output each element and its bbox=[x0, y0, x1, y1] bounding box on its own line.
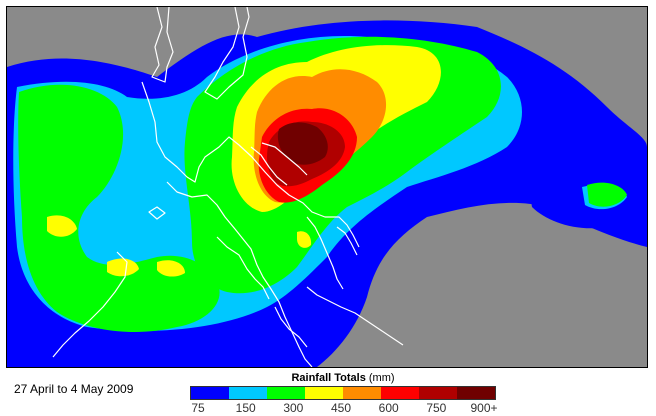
legend-tick: 900+ bbox=[470, 401, 498, 415]
legend-swatch bbox=[229, 387, 267, 399]
legend-swatch bbox=[343, 387, 381, 399]
rain-zone-900-core bbox=[277, 122, 328, 165]
legend-swatch bbox=[305, 387, 343, 399]
legend-tick: 150 bbox=[235, 401, 256, 415]
legend-tick-labels: 75 150 300 450 600 750 900+ bbox=[190, 401, 498, 415]
legend-swatch bbox=[381, 387, 419, 399]
legend-tick: 75 bbox=[191, 401, 205, 415]
legend-tick: 750 bbox=[426, 401, 447, 415]
legend-title-unit: (mm) bbox=[368, 372, 395, 384]
rainfall-map bbox=[6, 6, 648, 368]
legend-tick: 450 bbox=[330, 401, 352, 415]
legend-color-bar bbox=[190, 386, 496, 400]
legend-swatch bbox=[267, 387, 305, 399]
date-range-caption: 27 April to 4 May 2009 bbox=[14, 382, 134, 396]
legend-swatch bbox=[191, 387, 229, 399]
coastlines bbox=[52, 7, 404, 367]
legend-title: Rainfall Totals (mm) bbox=[190, 372, 496, 384]
legend-title-bold: Rainfall Totals bbox=[291, 372, 366, 384]
legend-tick: 300 bbox=[283, 401, 304, 415]
rainfall-legend: Rainfall Totals (mm) 75 150 300 450 600 750 90… bbox=[190, 370, 498, 415]
legend-swatch bbox=[419, 387, 457, 399]
legend-swatch bbox=[457, 387, 495, 399]
rainfall-map-canvas bbox=[7, 7, 647, 367]
legend-tick: 600 bbox=[378, 401, 399, 415]
